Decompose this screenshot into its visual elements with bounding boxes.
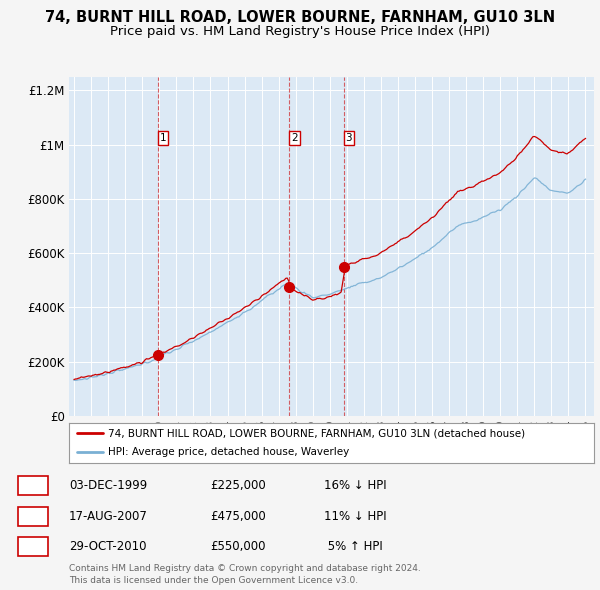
Text: Contains HM Land Registry data © Crown copyright and database right 2024.
This d: Contains HM Land Registry data © Crown c… — [69, 565, 421, 585]
Text: 16% ↓ HPI: 16% ↓ HPI — [324, 479, 386, 492]
Text: 74, BURNT HILL ROAD, LOWER BOURNE, FARNHAM, GU10 3LN (detached house): 74, BURNT HILL ROAD, LOWER BOURNE, FARNH… — [109, 428, 526, 438]
Text: 1: 1 — [160, 133, 166, 143]
Text: 11% ↓ HPI: 11% ↓ HPI — [324, 510, 386, 523]
Text: 5% ↑ HPI: 5% ↑ HPI — [324, 540, 383, 553]
Text: 1: 1 — [29, 479, 37, 492]
Text: HPI: Average price, detached house, Waverley: HPI: Average price, detached house, Wave… — [109, 447, 350, 457]
Text: 17-AUG-2007: 17-AUG-2007 — [69, 510, 148, 523]
Text: 2: 2 — [291, 133, 298, 143]
Text: 29-OCT-2010: 29-OCT-2010 — [69, 540, 146, 553]
Text: 03-DEC-1999: 03-DEC-1999 — [69, 479, 147, 492]
Text: 3: 3 — [346, 133, 352, 143]
Text: 2: 2 — [29, 510, 37, 523]
Text: 74, BURNT HILL ROAD, LOWER BOURNE, FARNHAM, GU10 3LN: 74, BURNT HILL ROAD, LOWER BOURNE, FARNH… — [45, 10, 555, 25]
Text: £550,000: £550,000 — [210, 540, 265, 553]
Text: £475,000: £475,000 — [210, 510, 266, 523]
Text: Price paid vs. HM Land Registry's House Price Index (HPI): Price paid vs. HM Land Registry's House … — [110, 25, 490, 38]
Text: £225,000: £225,000 — [210, 479, 266, 492]
Text: 3: 3 — [29, 540, 37, 553]
